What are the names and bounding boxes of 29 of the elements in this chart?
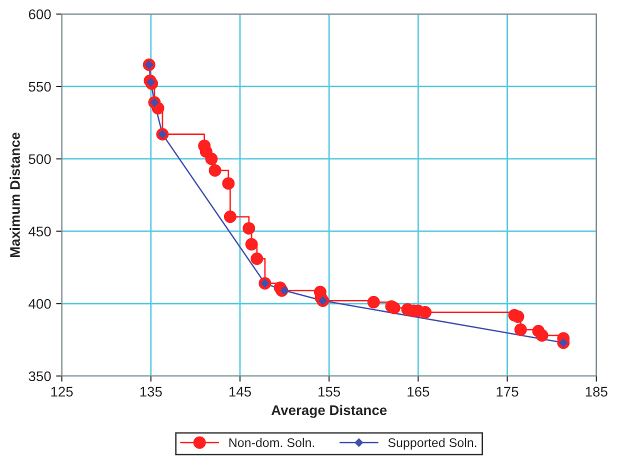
y-tick-label: 500 (28, 154, 51, 164)
y-tick-label: 450 (28, 226, 51, 236)
y-axis-title: Maximum Distance (10, 132, 20, 258)
point (245, 238, 258, 251)
point (367, 296, 380, 308)
point (222, 177, 235, 190)
y-tick-label: 550 (28, 82, 51, 92)
point (208, 164, 222, 177)
legend-label: Non-dom. Soln. (229, 438, 314, 448)
x-tick-label: 165 (408, 386, 430, 397)
x-tick-label: 155 (318, 386, 340, 397)
x-tick-label: 175 (496, 386, 518, 397)
x-axis-title: Average Distance (271, 404, 387, 418)
x-tick-label: 135 (140, 386, 162, 397)
point (419, 306, 432, 319)
point (536, 329, 548, 342)
y-tick-label: 600 (28, 9, 51, 20)
y-tick-label: 400 (28, 298, 51, 309)
point (514, 323, 527, 336)
point (205, 152, 218, 166)
point (242, 222, 256, 235)
x-tick-label: 125 (51, 386, 73, 397)
point (224, 210, 236, 224)
legend-label: Supported Soln. (388, 438, 476, 450)
point (559, 338, 568, 347)
point (250, 252, 264, 265)
y-tick-label: 350 (28, 371, 51, 382)
x-tick-label: 185 (586, 386, 608, 397)
x-tick-label: 145 (229, 386, 251, 397)
